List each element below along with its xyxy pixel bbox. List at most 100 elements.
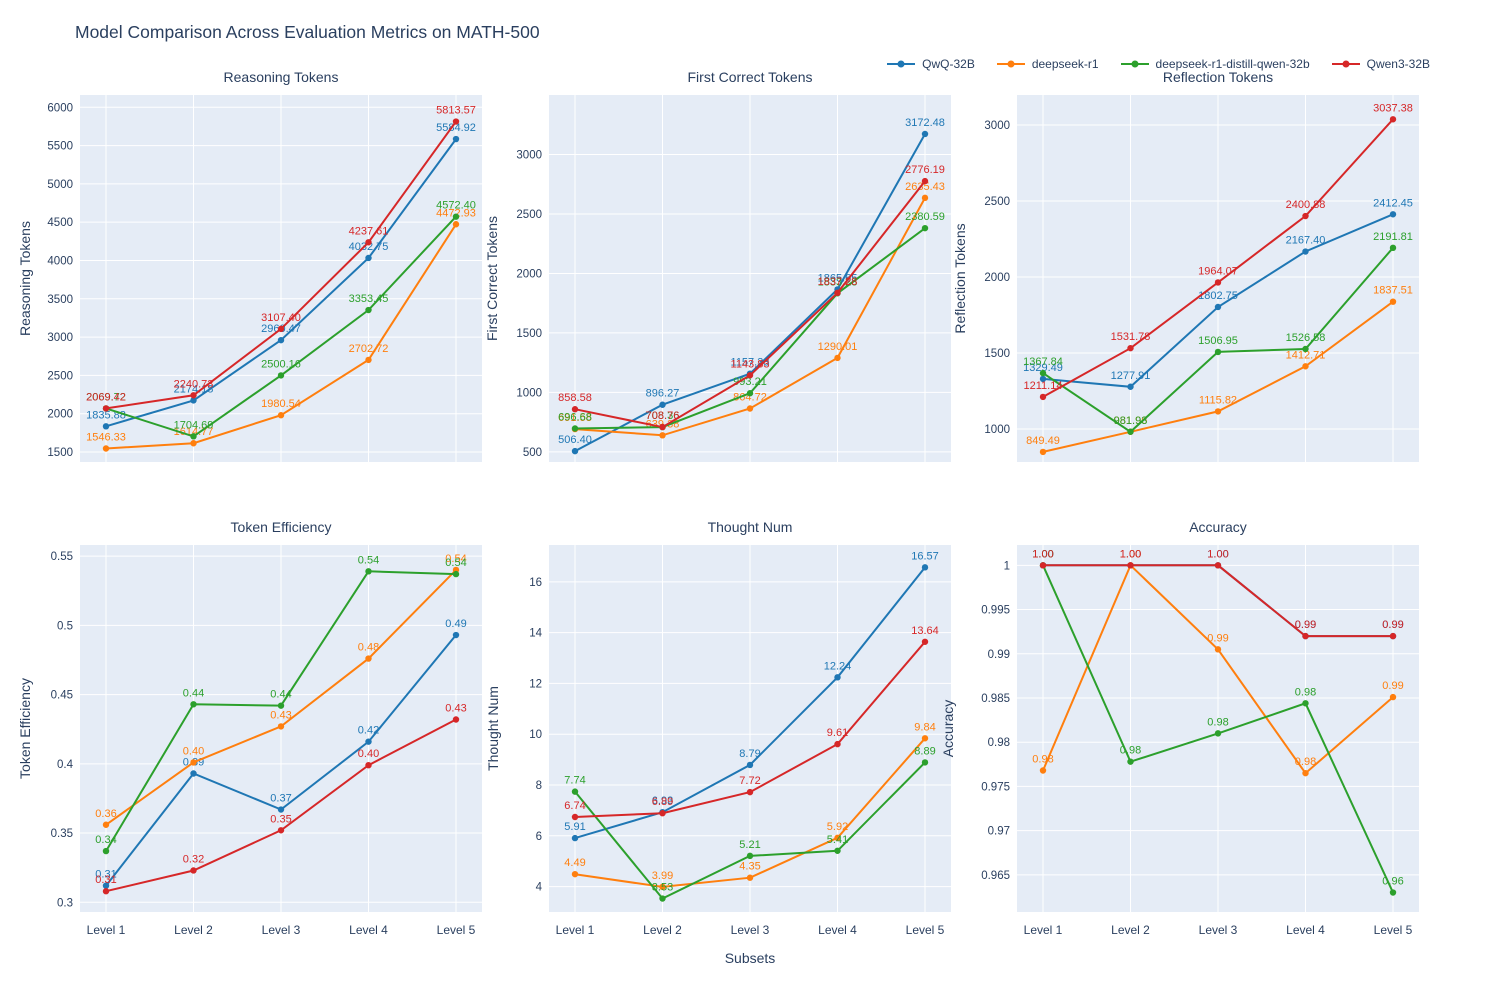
data-point-qwen3-32b[interactable] (277, 827, 285, 834)
data-point-deepseek-r1-distill-qwen-32b[interactable] (277, 702, 285, 709)
data-point-deepseek-r1[interactable] (365, 655, 372, 662)
data-point-deepseek-r1[interactable] (1039, 448, 1047, 456)
data-point-deepseek-r1-distill-qwen-32b[interactable] (1039, 369, 1047, 377)
data-point-qwq-32b[interactable] (746, 761, 754, 769)
data-point-qwen3-32b[interactable] (1302, 212, 1309, 220)
data-point-qwq-32b[interactable] (452, 135, 460, 143)
data-point-deepseek-r1[interactable] (834, 354, 841, 362)
data-point-qwen3-32b[interactable] (834, 289, 841, 297)
data-point-deepseek-r1[interactable] (365, 356, 372, 364)
data-point-deepseek-r1-distill-qwen-32b[interactable] (1127, 428, 1134, 435)
data-point-deepseek-r1-distill-qwen-32b[interactable] (190, 433, 197, 440)
data-point-deepseek-r1[interactable] (1389, 693, 1397, 701)
data-point-deepseek-r1[interactable] (277, 723, 285, 730)
data-point-qwq-32b[interactable] (102, 882, 110, 889)
data-point-qwen3-32b[interactable] (834, 740, 841, 748)
data-point-qwen3-32b[interactable] (1214, 562, 1222, 569)
data-point-deepseek-r1[interactable] (102, 821, 110, 828)
data-point-qwen3-32b[interactable] (571, 813, 579, 821)
data-point-qwq-32b[interactable] (659, 401, 666, 408)
data-point-deepseek-r1-distill-qwen-32b[interactable] (571, 788, 579, 795)
data-point-qwq-32b[interactable] (277, 336, 285, 344)
data-point-qwen3-32b[interactable] (746, 372, 754, 379)
data-point-qwq-32b[interactable] (190, 397, 197, 404)
data-point-deepseek-r1[interactable] (659, 883, 666, 891)
legend-item-deepseek-r1-distill-qwen-32b[interactable]: deepseek-r1-distill-qwen-32b (1119, 57, 1310, 71)
data-point-qwen3-32b[interactable] (365, 239, 372, 246)
data-point-deepseek-r1-distill-qwen-32b[interactable] (365, 306, 372, 314)
data-point-qwen3-32b[interactable] (277, 325, 285, 333)
data-point-qwen3-32b[interactable] (659, 810, 666, 817)
data-point-qwen3-32b[interactable] (1389, 632, 1397, 640)
data-point-qwen3-32b[interactable] (921, 638, 929, 645)
data-point-qwq-32b[interactable] (452, 631, 460, 639)
data-point-deepseek-r1[interactable] (277, 412, 285, 419)
data-point-deepseek-r1[interactable] (452, 221, 460, 228)
data-point-qwq-32b[interactable] (921, 564, 929, 571)
data-point-deepseek-r1-distill-qwen-32b[interactable] (1302, 700, 1309, 707)
data-point-qwq-32b[interactable] (571, 834, 579, 842)
data-point-deepseek-r1[interactable] (834, 834, 841, 842)
data-point-qwen3-32b[interactable] (102, 405, 110, 412)
data-point-qwen3-32b[interactable] (659, 423, 666, 431)
data-point-qwen3-32b[interactable] (452, 716, 460, 723)
data-point-deepseek-r1-distill-qwen-32b[interactable] (190, 701, 197, 708)
data-point-qwen3-32b[interactable] (571, 406, 579, 413)
data-point-deepseek-r1[interactable] (190, 440, 197, 447)
data-point-qwen3-32b[interactable] (1039, 393, 1047, 401)
data-point-deepseek-r1-distill-qwen-32b[interactable] (102, 847, 110, 855)
data-point-deepseek-r1[interactable] (659, 432, 666, 439)
data-point-deepseek-r1[interactable] (1214, 408, 1222, 415)
data-point-deepseek-r1[interactable] (1214, 646, 1222, 653)
data-point-qwq-32b[interactable] (1302, 248, 1309, 255)
data-point-deepseek-r1-distill-qwen-32b[interactable] (921, 759, 929, 766)
data-point-qwq-32b[interactable] (102, 423, 110, 430)
data-point-deepseek-r1[interactable] (921, 194, 929, 202)
data-point-deepseek-r1-distill-qwen-32b[interactable] (1127, 758, 1134, 765)
data-point-qwen3-32b[interactable] (365, 762, 372, 769)
data-point-deepseek-r1[interactable] (921, 735, 929, 742)
data-point-qwq-32b[interactable] (571, 447, 579, 455)
data-point-deepseek-r1-distill-qwen-32b[interactable] (921, 224, 929, 232)
data-point-deepseek-r1-distill-qwen-32b[interactable] (1214, 730, 1222, 737)
data-point-qwen3-32b[interactable] (1389, 116, 1397, 123)
data-point-deepseek-r1[interactable] (746, 874, 754, 881)
data-point-deepseek-r1[interactable] (1302, 769, 1309, 777)
legend-item-deepseek-r1[interactable]: deepseek-r1 (995, 57, 1099, 71)
data-point-deepseek-r1-distill-qwen-32b[interactable] (746, 390, 754, 397)
data-point-deepseek-r1-distill-qwen-32b[interactable] (571, 425, 579, 432)
data-point-deepseek-r1-distill-qwen-32b[interactable] (452, 213, 460, 220)
data-point-deepseek-r1-distill-qwen-32b[interactable] (1214, 348, 1222, 356)
data-point-qwen3-32b[interactable] (102, 888, 110, 895)
data-point-deepseek-r1-distill-qwen-32b[interactable] (1389, 889, 1397, 896)
data-point-qwq-32b[interactable] (190, 770, 197, 777)
data-point-deepseek-r1[interactable] (746, 405, 754, 412)
data-point-qwen3-32b[interactable] (1039, 562, 1047, 569)
data-point-deepseek-r1-distill-qwen-32b[interactable] (746, 852, 754, 860)
data-point-deepseek-r1-distill-qwen-32b[interactable] (452, 570, 460, 578)
data-point-qwq-32b[interactable] (365, 254, 372, 262)
data-point-qwq-32b[interactable] (1127, 383, 1134, 390)
data-point-deepseek-r1[interactable] (1302, 363, 1309, 370)
data-point-deepseek-r1-distill-qwen-32b[interactable] (1302, 345, 1309, 353)
data-point-qwen3-32b[interactable] (190, 392, 197, 399)
data-point-deepseek-r1-distill-qwen-32b[interactable] (659, 895, 666, 902)
data-point-deepseek-r1[interactable] (102, 445, 110, 452)
data-point-deepseek-r1-distill-qwen-32b[interactable] (365, 568, 372, 575)
data-point-deepseek-r1[interactable] (571, 870, 579, 878)
legend-item-qwen3-32b[interactable]: Qwen3-32B (1330, 57, 1430, 71)
data-point-qwq-32b[interactable] (1214, 303, 1222, 311)
data-point-qwq-32b[interactable] (834, 674, 841, 681)
data-point-qwen3-32b[interactable] (921, 177, 929, 185)
data-point-qwen3-32b[interactable] (1302, 632, 1309, 640)
data-point-qwq-32b[interactable] (1039, 375, 1047, 383)
data-point-deepseek-r1[interactable] (190, 759, 197, 766)
data-point-qwen3-32b[interactable] (1127, 562, 1134, 569)
data-point-deepseek-r1-distill-qwen-32b[interactable] (834, 847, 841, 854)
data-point-deepseek-r1-distill-qwen-32b[interactable] (277, 372, 285, 379)
data-point-qwen3-32b[interactable] (1127, 344, 1134, 352)
data-point-qwen3-32b[interactable] (746, 788, 754, 796)
data-point-qwq-32b[interactable] (277, 806, 285, 813)
legend-item-qwq-32b[interactable]: QwQ-32B (885, 57, 975, 71)
data-point-deepseek-r1[interactable] (1039, 767, 1047, 774)
